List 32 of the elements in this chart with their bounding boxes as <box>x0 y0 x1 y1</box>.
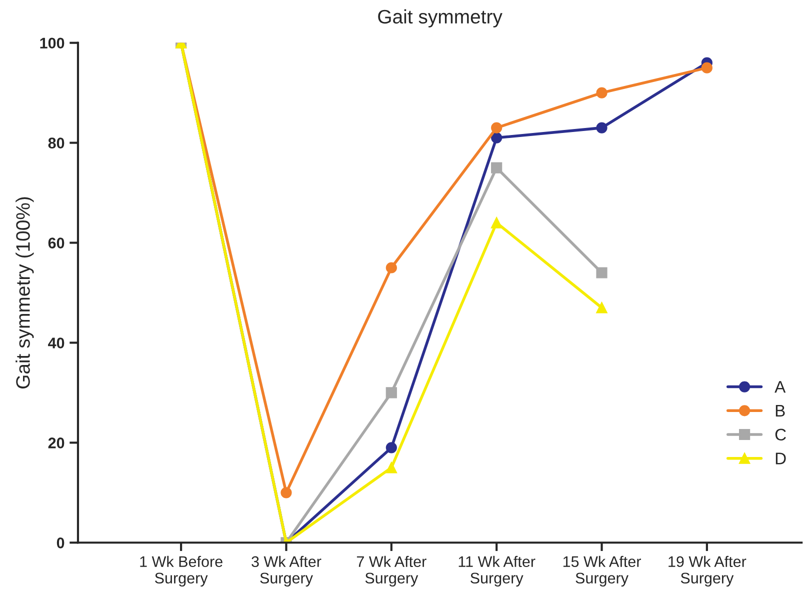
point <box>596 87 608 98</box>
point <box>491 162 502 174</box>
y-tick-label: 60 <box>48 238 64 248</box>
y-tick-label: 0 <box>56 538 64 548</box>
legend-label: A <box>774 381 786 393</box>
x-tick-label: 15 Wk After Surgery <box>563 556 641 587</box>
legend-label: C <box>775 428 786 440</box>
x-tick-label: 1 Wk Before Surgery <box>140 556 222 587</box>
y-tick-label: 40 <box>48 338 64 348</box>
point <box>701 62 712 74</box>
point <box>491 217 502 228</box>
y-tick-label: 80 <box>48 138 64 148</box>
x-tick-label: 3 Wk After Surgery <box>252 556 322 587</box>
point <box>386 387 397 398</box>
y-tick-label: 100 <box>40 38 64 49</box>
legend-label: D <box>776 452 786 464</box>
x-tick-label: 19 Wk After Surgery <box>668 556 746 587</box>
point <box>386 262 397 274</box>
x-tick-label: 7 Wk After Surgery <box>356 556 426 587</box>
point <box>386 462 397 474</box>
legend-label: B <box>776 405 785 416</box>
point <box>491 122 502 134</box>
point <box>596 302 608 314</box>
chart-title: Gait symmetry <box>378 9 502 28</box>
x-tick-label: 11 Wk After Surgery <box>458 556 536 587</box>
point <box>596 267 608 278</box>
point <box>280 487 292 498</box>
point <box>491 132 502 144</box>
y-axis-title: Gait symmetry (100%) <box>16 197 34 388</box>
point <box>386 442 397 454</box>
point <box>596 122 608 134</box>
y-tick-label: 20 <box>48 438 64 448</box>
